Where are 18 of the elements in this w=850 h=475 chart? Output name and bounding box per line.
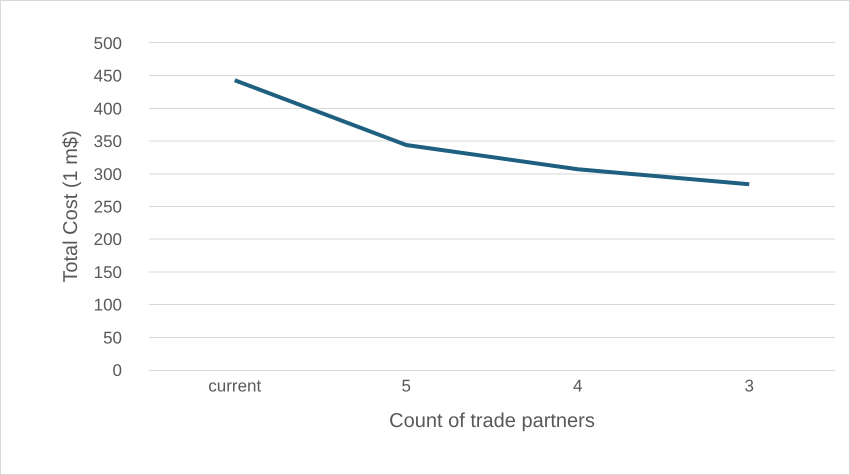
x-tick-label: current [208,376,262,396]
y-tick-label: 300 [94,164,122,184]
y-tick-label: 150 [94,262,122,282]
y-tick-label: 400 [94,99,122,118]
x-tick-label: 4 [573,376,582,396]
line-series [232,78,752,186]
x-tick-label: 3 [744,376,754,396]
y-tick-label: 0 [112,360,122,380]
y-tick-label: 50 [103,328,122,348]
y-tick-label: 450 [94,66,122,86]
y-axis-title: Total Cost (1 m$) [60,130,82,283]
x-tick-label: 5 [402,376,411,396]
x-axis-title: Count of trade partners [389,410,595,432]
y-tick-label: 100 [94,296,122,315]
y-tick-label: 500 [94,34,122,53]
y-tick-label: 200 [94,230,122,250]
y-tick-label: 250 [94,197,122,216]
y-tick-label: 350 [94,132,122,152]
